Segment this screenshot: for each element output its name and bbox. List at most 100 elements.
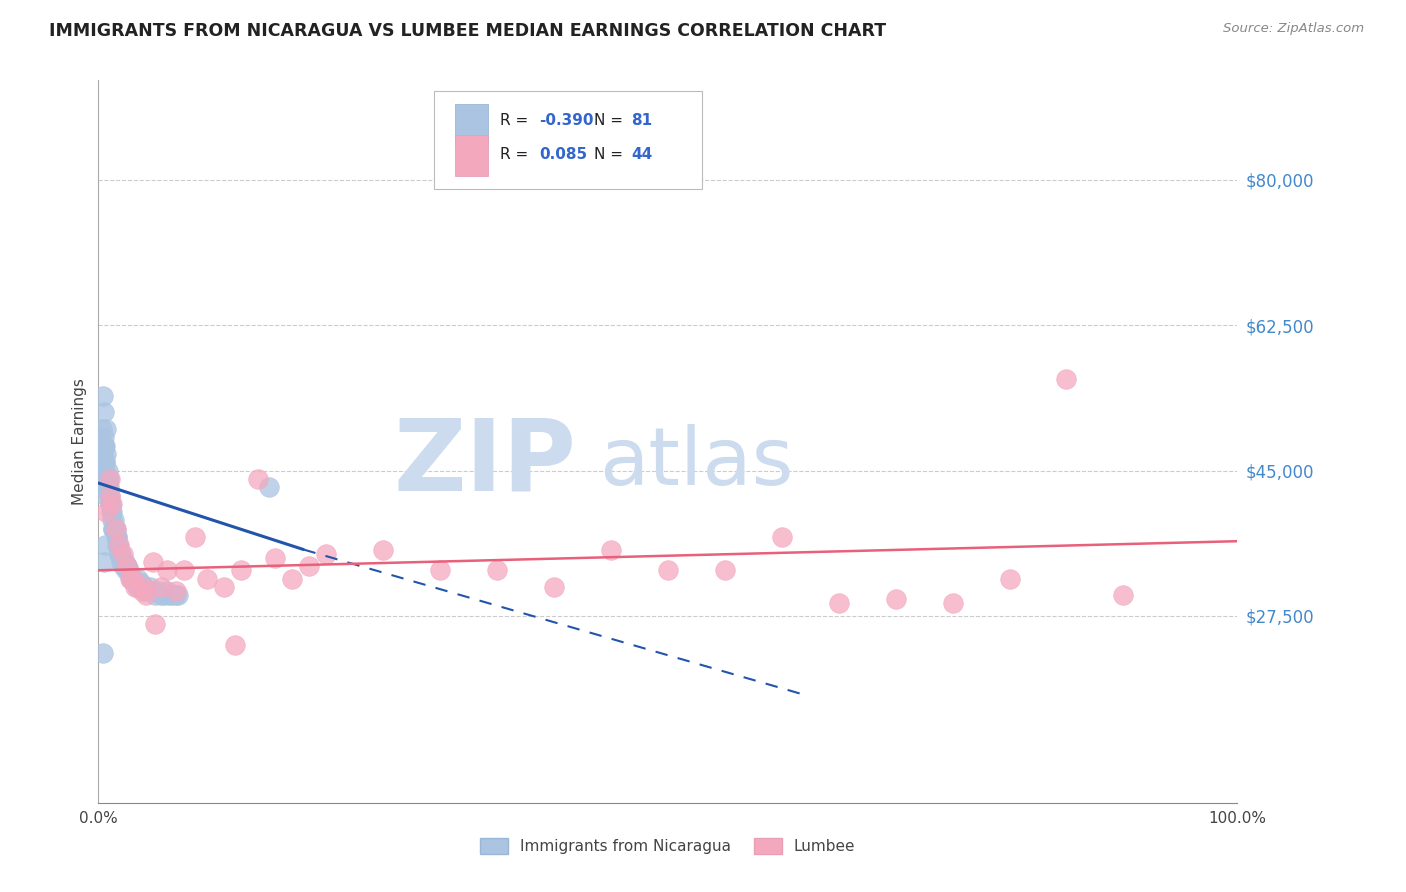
Point [97, 489, 120, 503]
Point [100, 497, 122, 511]
Point [114, 555, 136, 569]
Point [429, 563, 451, 577]
Point [1054, 372, 1078, 386]
Point [135, 588, 157, 602]
Point [108, 538, 131, 552]
Point [1112, 588, 1135, 602]
FancyBboxPatch shape [434, 91, 702, 189]
Point [93, 405, 115, 419]
Point [770, 530, 793, 544]
Point [371, 542, 394, 557]
Point [117, 563, 139, 577]
Point [101, 505, 124, 519]
Point [111, 555, 134, 569]
Point [97, 472, 120, 486]
Point [229, 563, 252, 577]
Point [91, 389, 114, 403]
Text: N =: N = [593, 112, 623, 128]
Point [90, 422, 112, 436]
Point [127, 572, 149, 586]
Text: R =: R = [501, 147, 529, 162]
Point [98, 497, 121, 511]
Point [96, 422, 118, 436]
Point [103, 522, 125, 536]
Point [110, 547, 132, 561]
Point [156, 584, 179, 599]
Point [93, 472, 115, 486]
Point [98, 472, 121, 486]
FancyBboxPatch shape [456, 136, 488, 176]
Point [104, 522, 127, 536]
Point [96, 464, 118, 478]
Point [112, 559, 135, 574]
Point [94, 455, 117, 469]
Point [98, 489, 121, 503]
Point [90, 464, 112, 478]
Point [942, 597, 965, 611]
Point [259, 480, 281, 494]
Point [112, 555, 135, 569]
Point [132, 580, 155, 594]
Point [120, 572, 142, 586]
Point [138, 580, 160, 594]
Text: atlas: atlas [599, 425, 794, 502]
Point [145, 617, 167, 632]
Point [129, 575, 152, 590]
Text: IMMIGRANTS FROM NICARAGUA VS LUMBEE MEDIAN EARNINGS CORRELATION CHART: IMMIGRANTS FROM NICARAGUA VS LUMBEE MEDI… [49, 22, 886, 40]
Point [94, 538, 117, 552]
Text: 0.085: 0.085 [538, 147, 588, 162]
Point [91, 480, 114, 494]
Point [120, 567, 142, 582]
Point [298, 559, 321, 574]
Point [115, 559, 138, 574]
Point [114, 563, 136, 577]
Point [100, 505, 122, 519]
Point [98, 497, 121, 511]
Text: 81: 81 [631, 112, 652, 128]
Text: ZIP: ZIP [394, 415, 576, 512]
Point [998, 572, 1021, 586]
Point [150, 588, 173, 602]
Text: R =: R = [501, 112, 529, 128]
Point [105, 538, 128, 552]
Point [212, 580, 235, 594]
Text: N =: N = [593, 147, 623, 162]
Point [97, 480, 120, 494]
Point [105, 530, 128, 544]
Point [165, 584, 187, 599]
Text: -0.390: -0.390 [538, 112, 593, 128]
Point [112, 547, 135, 561]
Point [543, 580, 565, 594]
Point [167, 588, 190, 602]
Point [96, 505, 118, 519]
Point [135, 584, 157, 599]
Text: 44: 44 [631, 147, 652, 162]
Point [91, 447, 114, 461]
Point [94, 455, 117, 469]
Point [131, 584, 153, 599]
Point [184, 530, 207, 544]
Point [486, 563, 509, 577]
Point [828, 597, 851, 611]
Point [120, 572, 142, 586]
Point [96, 489, 118, 503]
Point [96, 472, 118, 486]
Point [108, 547, 131, 561]
Point [131, 580, 153, 594]
Point [104, 522, 127, 536]
Point [96, 480, 118, 494]
Point [146, 584, 169, 599]
Point [162, 588, 184, 602]
Point [153, 588, 176, 602]
Point [94, 439, 117, 453]
Point [98, 489, 121, 503]
FancyBboxPatch shape [456, 104, 488, 145]
Point [93, 555, 115, 569]
Point [264, 550, 287, 565]
Point [121, 572, 143, 586]
Point [884, 592, 907, 607]
Point [108, 547, 131, 561]
Point [224, 638, 246, 652]
Point [110, 555, 132, 569]
Point [93, 439, 115, 453]
